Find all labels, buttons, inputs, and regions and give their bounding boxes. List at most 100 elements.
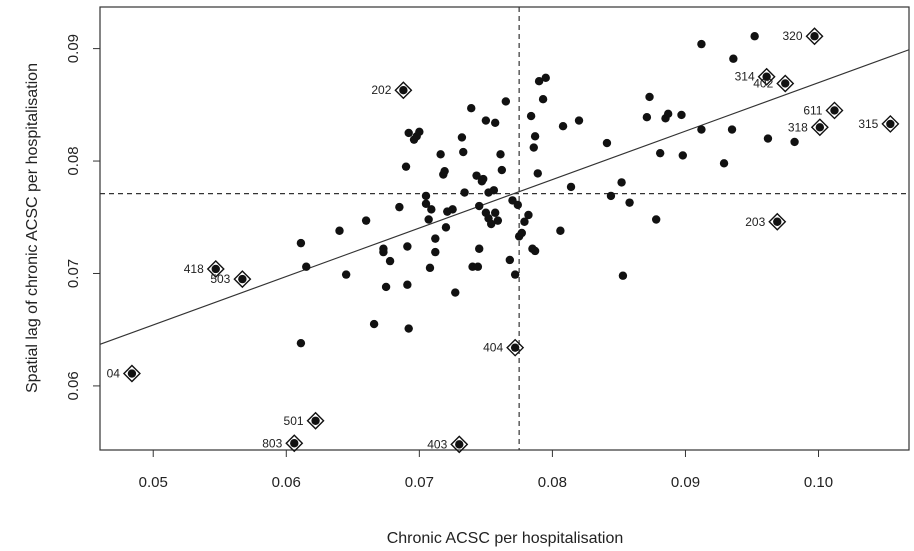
data-point (534, 77, 544, 86)
data-point (424, 215, 433, 224)
highlighted-data-point (781, 79, 790, 88)
data-point (651, 215, 661, 224)
data-point (530, 132, 540, 141)
y-tick-label: 0.08 (65, 146, 82, 175)
x-axis-title: Chronic ACSC per hospitalisation (387, 530, 624, 547)
y-axis-title: Spatial lag of chronic ACSC per hospital… (24, 63, 41, 393)
highlight-diamond-marker (306, 411, 325, 430)
data-point (489, 186, 499, 195)
data-point (729, 54, 738, 63)
data-point (697, 125, 706, 134)
y-tick-label: 0.06 (65, 371, 82, 400)
data-point (529, 143, 538, 152)
data-point (602, 138, 612, 148)
data-point (427, 205, 436, 214)
data-point (490, 208, 500, 217)
data-point (473, 262, 483, 271)
data-point (678, 151, 687, 160)
point-label: 04 (107, 367, 121, 381)
data-point (431, 247, 440, 257)
data-point (566, 182, 576, 192)
data-point (625, 198, 634, 207)
data-point (750, 32, 759, 41)
highlighted-data-point (510, 343, 520, 352)
y-axis: 0.06 0.07 0.08 0.09 (65, 34, 100, 401)
data-point (436, 150, 445, 159)
highlighted-data-point (127, 369, 137, 378)
point-label: 501 (284, 414, 304, 428)
data-point (472, 171, 481, 180)
highlight-diamond-marker (506, 338, 525, 357)
highlight-diamond-marker (768, 212, 787, 231)
x-tick-label: 0.07 (405, 474, 434, 491)
x-tick-label: 0.06 (272, 474, 301, 491)
data-point (335, 226, 344, 235)
data-point (618, 271, 628, 280)
regression-line (99, 49, 910, 345)
data-point (533, 169, 542, 178)
point-label: 314 (735, 70, 755, 84)
highlighted-data-point (455, 440, 464, 449)
highlighted-data-point (211, 264, 220, 274)
highlight-diamond-marker (881, 114, 900, 133)
highlight-diamond-marker (394, 81, 413, 100)
data-point (475, 201, 484, 211)
data-point (719, 159, 729, 168)
point-label: 404 (483, 341, 503, 355)
data-point (486, 219, 496, 229)
data-point (526, 111, 536, 121)
data-point (530, 246, 540, 256)
data-point (404, 128, 413, 138)
data-point (645, 92, 654, 102)
x-tick-label: 0.08 (538, 474, 567, 491)
highlighted-data-point (886, 119, 895, 129)
data-point (403, 242, 412, 251)
plot-area-frame (99, 6, 910, 451)
data-point (385, 256, 395, 266)
data-point (642, 112, 652, 122)
data-point (415, 127, 424, 137)
data-point (538, 94, 548, 104)
data-point (490, 118, 500, 128)
data-point (296, 338, 306, 348)
highlighted-data-point (773, 217, 782, 226)
data-point (431, 234, 440, 243)
data-point (606, 191, 616, 201)
data-point (421, 199, 431, 208)
data-point (475, 244, 484, 253)
x-tick-label: 0.05 (139, 474, 168, 491)
data-point (459, 147, 468, 157)
highlighted-data-point (762, 72, 771, 81)
x-tick-label: 0.09 (671, 474, 700, 491)
point-label: 315 (858, 117, 878, 131)
data-point (381, 282, 391, 292)
data-point (457, 133, 467, 142)
data-point (467, 103, 476, 113)
data-point (361, 216, 371, 225)
highlighted-data-point (815, 123, 825, 132)
data-point (510, 270, 520, 279)
x-axis: 0.05 0.06 0.07 0.08 0.09 0.10 (139, 450, 833, 491)
data-point (369, 319, 379, 329)
data-point (541, 73, 550, 83)
data-point (448, 205, 457, 214)
data-point (479, 174, 488, 184)
point-label: 203 (745, 215, 765, 229)
x-tick-label: 0.10 (804, 474, 833, 491)
data-point (513, 200, 523, 210)
highlighted-data-point (399, 86, 408, 95)
data-point (763, 134, 773, 143)
point-label: 320 (782, 29, 802, 43)
data-point (617, 178, 626, 187)
point-label: 318 (788, 120, 808, 134)
point-label: 503 (210, 272, 230, 286)
highlighted-data-point (238, 274, 247, 284)
y-tick-label: 0.09 (65, 34, 82, 63)
point-label: 418 (184, 262, 204, 276)
point-label: 403 (427, 437, 447, 451)
data-point (558, 121, 568, 131)
data-point (440, 166, 449, 176)
reference-lines (99, 7, 910, 450)
